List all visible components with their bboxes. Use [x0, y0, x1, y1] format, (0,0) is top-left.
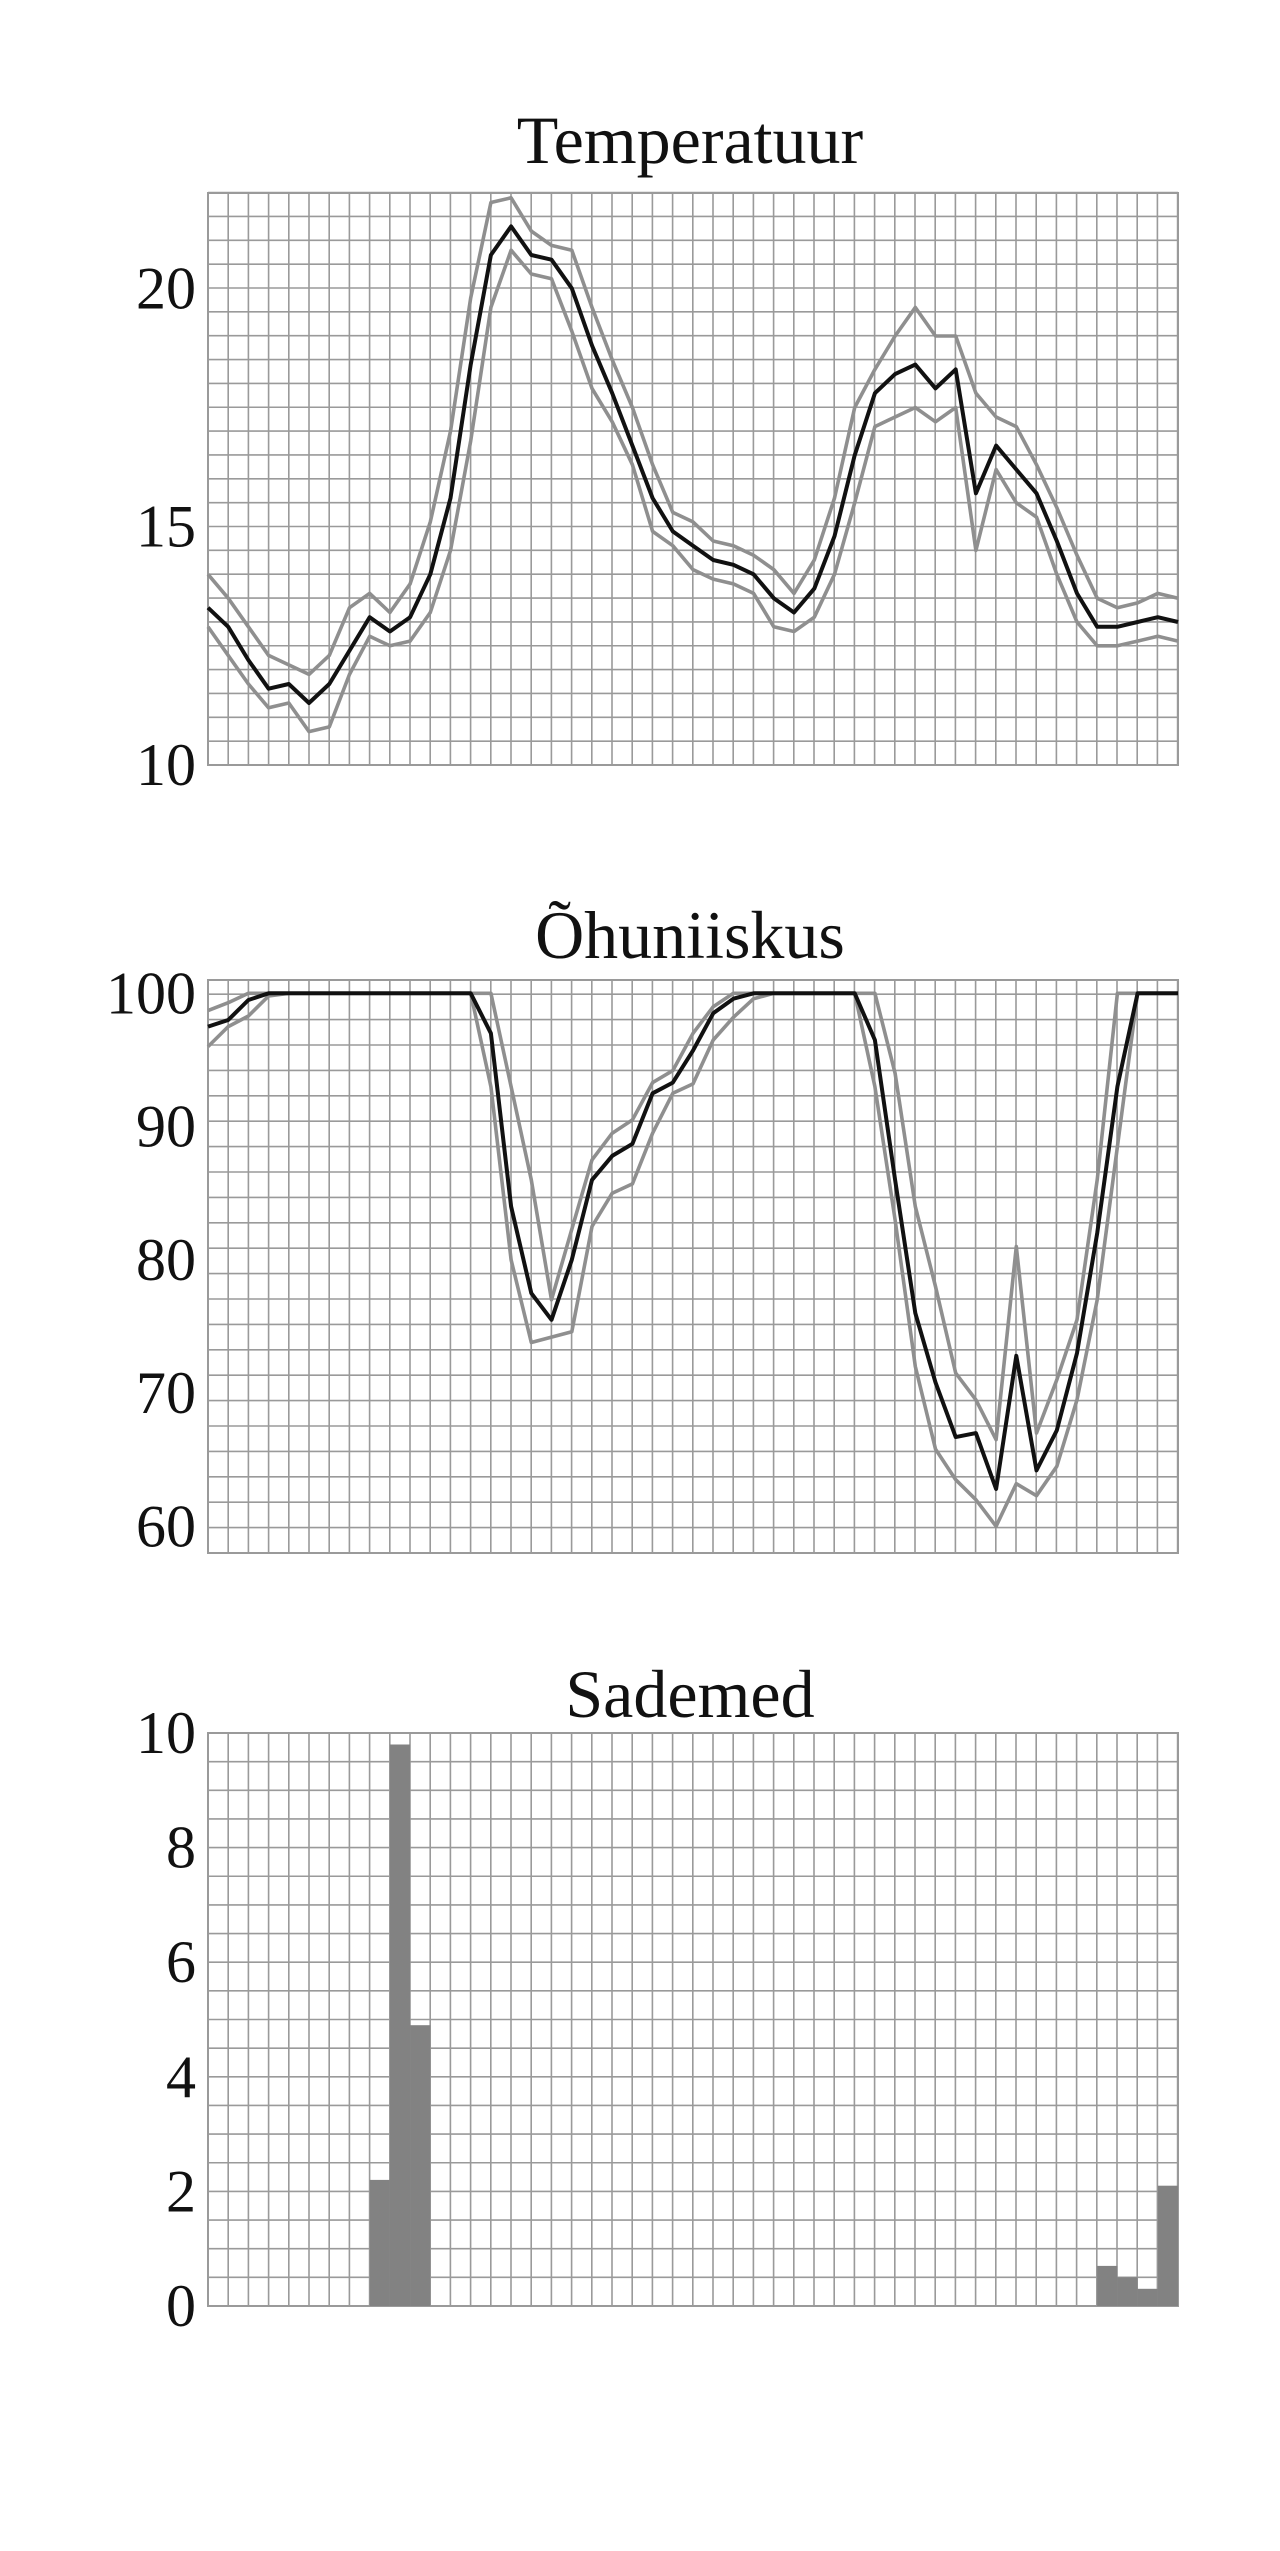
y-tick-label: 15	[136, 494, 196, 560]
y-tick-label: 60	[136, 1493, 196, 1559]
precipitation-bar	[389, 1744, 411, 2306]
mean-line	[207, 991, 1178, 1491]
precipitation-bar	[1137, 2288, 1158, 2306]
y-tick-label: 2	[166, 2158, 196, 2224]
precipitation-chart-title: Sademed	[565, 1656, 814, 1732]
humidity-chart: Õhuniiskus 60 70 80 90 100	[106, 897, 1179, 1559]
humidity-chart-title: Õhuniiskus	[535, 897, 845, 973]
precipitation-bar	[1117, 2277, 1138, 2306]
precipitation-bar	[1097, 2265, 1118, 2306]
mean-line	[206, 224, 1179, 705]
y-tick-label: 6	[166, 1929, 196, 1995]
precipitation-bar	[1157, 2185, 1178, 2306]
precipitation-bar	[410, 2025, 431, 2306]
grid	[207, 191, 1179, 766]
upper-band-line	[206, 196, 1179, 677]
grid	[207, 1732, 1179, 2307]
lower-band-line	[206, 248, 1179, 734]
temperature-chart: Temperatuur 10 15 20	[136, 102, 1179, 798]
precipitation-bar	[369, 2179, 390, 2306]
y-tick-label: 80	[136, 1227, 196, 1293]
y-tick-label: 10	[136, 1700, 196, 1766]
plot-frame	[207, 979, 1179, 1554]
y-tick-label: 70	[136, 1360, 196, 1426]
plot-frame	[207, 192, 1179, 766]
y-tick-label: 4	[166, 2044, 196, 2110]
plot-frame	[207, 1732, 1179, 2307]
precipitation-chart: Sademed 0 2 4 6 8 10	[136, 1656, 1179, 2339]
y-tick-label: 100	[106, 960, 196, 1026]
y-tick-label: 20	[136, 255, 196, 321]
temperature-chart-title: Temperatuur	[517, 102, 864, 178]
y-tick-label: 0	[166, 2273, 196, 2339]
y-tick-label: 10	[136, 732, 196, 798]
y-tick-label: 8	[166, 1815, 196, 1881]
y-tick-label: 90	[136, 1094, 196, 1160]
grid	[207, 980, 1179, 1554]
